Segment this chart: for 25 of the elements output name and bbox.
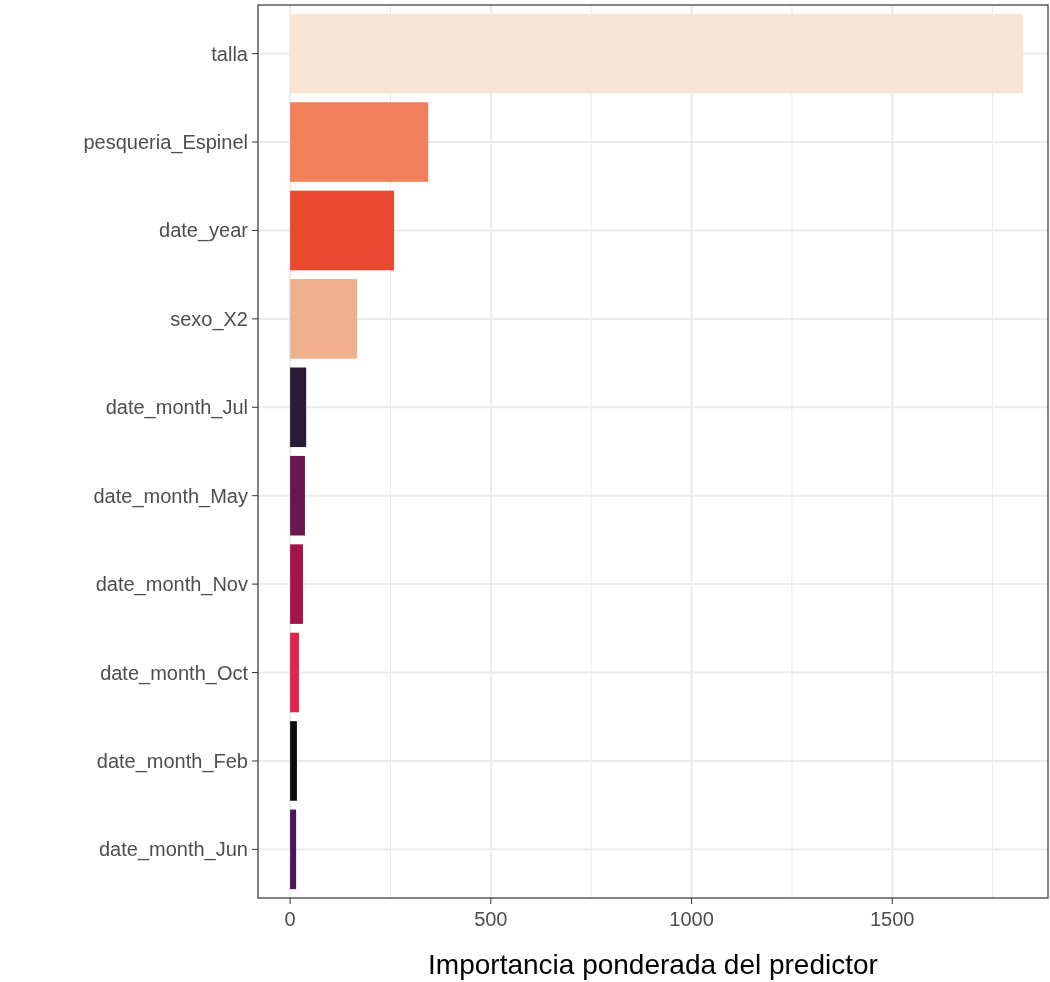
bar [290,102,429,182]
y-tick-label: date_month_Nov [95,573,248,597]
x-tick-label: 500 [474,908,508,930]
bar [290,13,1024,94]
bar [290,721,297,801]
bar [290,455,305,536]
y-tick-label: date_month_Feb [96,749,248,773]
bar [290,544,303,624]
bar [290,279,358,359]
y-tick-label: sexo_X2 [170,307,248,331]
x-tick-label: 1000 [669,908,714,930]
y-tick-label: talla [211,42,249,65]
bar [290,190,395,271]
y-tick-label: date_month_Jun [98,838,248,862]
bar [290,367,307,448]
x-tick-label: 0 [284,908,296,930]
y-tick-label: date_month_Jul [105,396,248,420]
bar [290,809,297,890]
y-tick-label: date_month_Oct [100,661,249,685]
bar [290,632,299,713]
x-tick-label: 1500 [870,908,915,930]
y-tick-label: date_month_May [93,484,248,508]
y-tick-label: pesqueria_Espinel [83,131,248,155]
x-axis-title: Importancia ponderada del predictor [428,949,878,980]
y-tick-label: date_year [159,219,249,243]
